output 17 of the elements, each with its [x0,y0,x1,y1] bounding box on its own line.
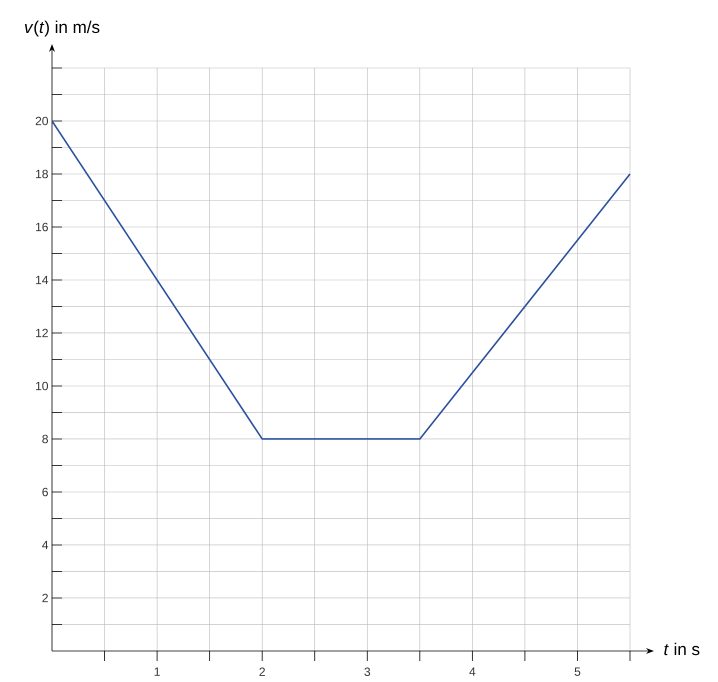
y-tick-label: 20 [36,116,48,126]
y-axis-title: v(t) in m/s [24,20,100,36]
y-tick-label: 10 [36,382,48,390]
y-tick-label: 14 [36,276,48,284]
x-tick-label: 1 [154,668,160,676]
y-tick-label: 2 [42,594,48,602]
x-tick-label: 5 [574,668,580,676]
x-axis-title: t in s [664,642,700,656]
x-tick-label: 4 [469,668,476,676]
y-tick-label: 16 [36,222,48,232]
x-tick-label: 2 [259,668,265,676]
x-tick-label: 3 [364,668,370,676]
y-tick-label: 18 [36,170,48,178]
y-tick-label: 12 [36,328,48,338]
y-tick-label: 6 [42,488,48,496]
y-tick-label: 8 [42,434,48,444]
y-tick-label: 4 [42,540,48,550]
